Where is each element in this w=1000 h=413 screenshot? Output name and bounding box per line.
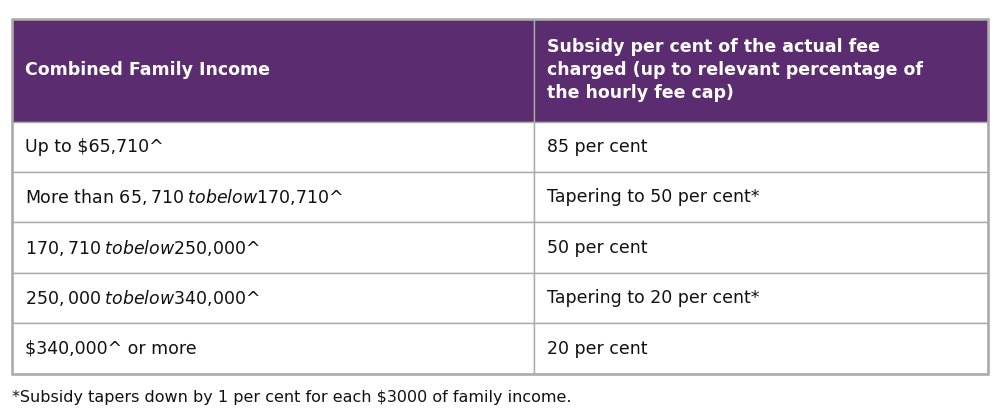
Text: Tapering to 50 per cent*: Tapering to 50 per cent* bbox=[547, 188, 760, 206]
Bar bbox=[12, 19, 988, 374]
Text: 85 per cent: 85 per cent bbox=[547, 138, 648, 156]
Bar bbox=[534, 273, 988, 323]
Text: $340,000^ or more: $340,000^ or more bbox=[25, 339, 197, 358]
Bar bbox=[534, 172, 988, 223]
Bar bbox=[12, 223, 534, 273]
Text: 50 per cent: 50 per cent bbox=[547, 239, 648, 256]
Bar bbox=[534, 19, 988, 121]
Text: $170,710^ to below $250,000^: $170,710^ to below $250,000^ bbox=[25, 237, 260, 258]
Text: Subsidy per cent of the actual fee
charged (up to relevant percentage of
the hou: Subsidy per cent of the actual fee charg… bbox=[547, 38, 923, 102]
Text: More than $65,710^ to below $170,710^: More than $65,710^ to below $170,710^ bbox=[25, 187, 343, 207]
Bar bbox=[534, 323, 988, 374]
Bar bbox=[12, 323, 534, 374]
Bar bbox=[12, 19, 534, 121]
Text: *Subsidy tapers down by 1 per cent for each $3000 of family income.: *Subsidy tapers down by 1 per cent for e… bbox=[12, 390, 572, 405]
Text: Tapering to 20 per cent*: Tapering to 20 per cent* bbox=[547, 289, 760, 307]
Bar bbox=[534, 223, 988, 273]
Bar bbox=[534, 121, 988, 172]
Text: Up to $65,710^: Up to $65,710^ bbox=[25, 138, 164, 156]
Bar bbox=[12, 273, 534, 323]
Bar bbox=[12, 172, 534, 223]
Text: Combined Family Income: Combined Family Income bbox=[25, 61, 270, 79]
Text: $250,000^ to below $340,000^: $250,000^ to below $340,000^ bbox=[25, 288, 260, 308]
Text: 20 per cent: 20 per cent bbox=[547, 339, 648, 358]
Bar bbox=[12, 121, 534, 172]
